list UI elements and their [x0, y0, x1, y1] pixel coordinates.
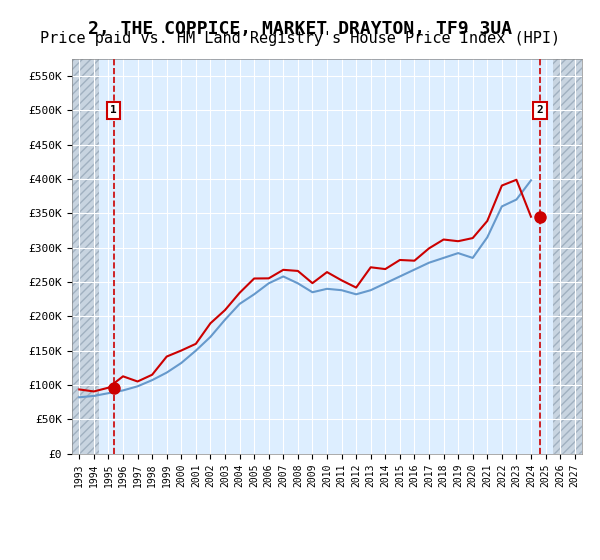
Bar	[553, 59, 582, 454]
Text: 2, THE COPPICE, MARKET DRAYTON, TF9 3UA: 2, THE COPPICE, MARKET DRAYTON, TF9 3UA	[88, 20, 512, 38]
Text: 1: 1	[110, 105, 117, 115]
Text: Price paid vs. HM Land Registry's House Price Index (HPI): Price paid vs. HM Land Registry's House …	[40, 31, 560, 46]
Bar	[72, 59, 99, 454]
Text: 2: 2	[536, 105, 544, 115]
